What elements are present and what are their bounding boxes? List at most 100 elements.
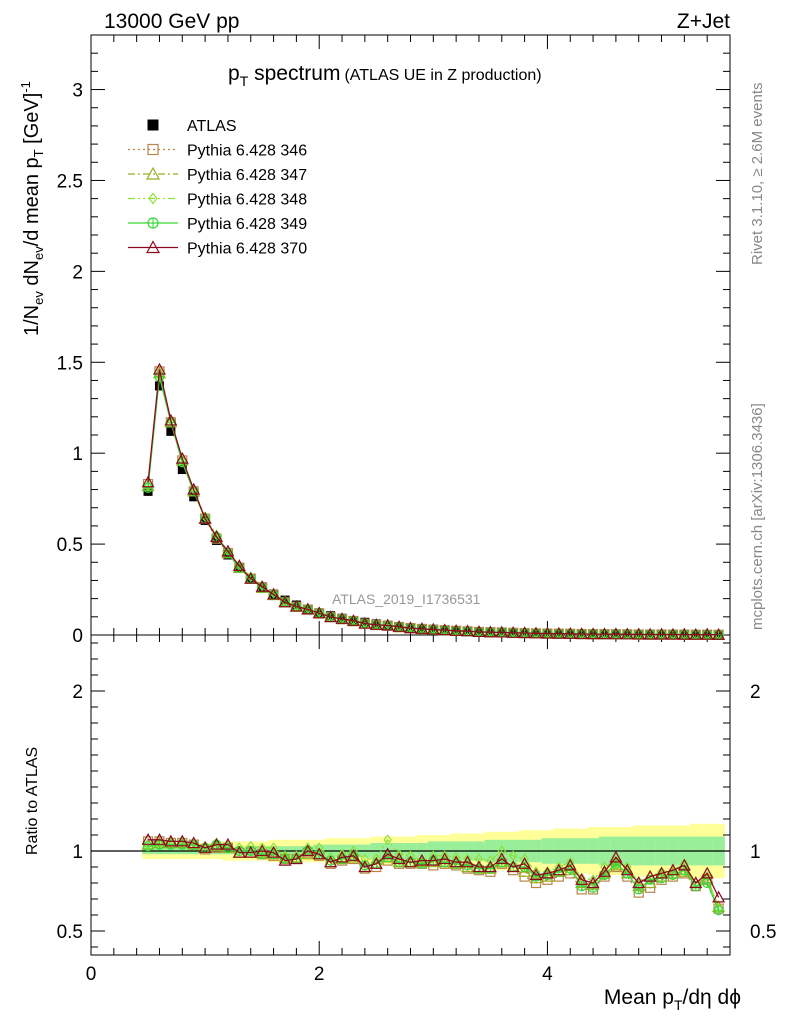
ratio-plot-series <box>141 833 726 916</box>
series-point-s370 <box>221 544 235 557</box>
main-y-axis-label: 1/Nev dNev/d mean pT [GeV]-1 <box>18 81 46 336</box>
ratio-point-s370 <box>712 890 726 903</box>
ratio-point-s370 <box>506 860 520 873</box>
ratio-point-s370 <box>689 876 703 889</box>
ratio-point-s370 <box>392 852 406 865</box>
ratio-point-s370 <box>381 847 395 860</box>
ratio-line-s370 <box>148 839 720 898</box>
legend-marker-s347 <box>145 166 161 180</box>
analysis-watermark: ATLAS_2019_I1736531 <box>332 591 481 607</box>
legend-label: Pythia 6.428 346 <box>187 143 307 160</box>
ratio-point-s370 <box>415 853 429 866</box>
legend-label: Pythia 6.428 370 <box>187 241 307 258</box>
ratio-point-s370 <box>175 834 189 847</box>
ratio-point-s370 <box>540 866 554 879</box>
plot-title-rest: spectrum <box>248 62 340 85</box>
x-axis-label: Mean pT/dη dϕ <box>604 986 741 1013</box>
ratio-point-s370 <box>563 858 577 871</box>
legend-marker-s346 <box>147 143 159 156</box>
header-left: 13000 GeV pp <box>104 10 239 33</box>
series-point-s370 <box>415 622 429 634</box>
plot-title-main: p <box>228 62 240 85</box>
main-plot-series <box>141 362 726 641</box>
main-y-tick-label: 0.5 <box>57 535 83 556</box>
x-tick-label: 4 <box>542 964 553 985</box>
series-point-s370 <box>540 626 554 639</box>
series-point-s370 <box>175 451 189 464</box>
ratio-y-tick-label-right: 1 <box>750 842 761 863</box>
ratio-point-s370 <box>210 837 224 850</box>
ratio-point-s349 <box>576 881 587 892</box>
ratio-point-s370 <box>403 855 418 868</box>
legend: ATLAS Pythia 6.428 346 Pythia 6.428 347 Pyt… <box>128 118 307 258</box>
ratio-point-s347 <box>609 858 623 871</box>
ratio-point-s370 <box>609 850 623 863</box>
series-point-s370 <box>518 626 532 639</box>
series-point-s370 <box>381 618 395 631</box>
ratio-point-s370 <box>632 876 646 889</box>
ratio-point-s370 <box>529 868 543 881</box>
x-tick-label: 2 <box>314 964 325 985</box>
ratio-point-s370 <box>461 855 475 868</box>
ratio-point-s370 <box>312 847 326 860</box>
legend-marker-s348 <box>148 192 158 205</box>
series-point-s370 <box>575 627 589 640</box>
ratio-point-s370 <box>643 869 657 882</box>
series-point-s370 <box>586 627 600 640</box>
ratio-plot-frame <box>90 634 731 956</box>
series-point-s370 <box>461 624 475 637</box>
series-point-s370 <box>438 623 452 636</box>
ratio-point-s370 <box>187 836 201 849</box>
series-point-s370 <box>529 626 543 639</box>
series-point-s370 <box>267 587 281 600</box>
series-point-s370 <box>369 618 383 630</box>
side-text-top: Rivet 3.1.10, ≥ 2.6M events <box>749 83 766 266</box>
series-point-s370 <box>563 627 577 639</box>
series-point-s370 <box>164 413 178 426</box>
ratio-y-tick-label: 1 <box>72 842 83 863</box>
series-point-s370 <box>643 627 657 640</box>
ratio-point-s370 <box>346 849 360 861</box>
ratio-point-s370 <box>278 853 292 866</box>
ratio-point-s370 <box>198 841 212 853</box>
ratio-y-tick-label-right: 0.5 <box>750 922 776 943</box>
ratio-point-s370 <box>335 850 349 863</box>
ratio-point-s370 <box>301 844 315 857</box>
ratio-point-s349 <box>142 841 154 852</box>
ratio-point-s370 <box>449 855 463 868</box>
series-point-s370 <box>620 627 634 640</box>
x-tick-label: 0 <box>86 964 97 985</box>
legend-label: Pythia 6.428 349 <box>187 216 307 233</box>
series-point-s370 <box>677 627 691 640</box>
ratio-plot-ticks: 0.5 0.5 1 1 2 2 0 2 4 <box>57 635 776 985</box>
series-point-s370 <box>609 627 623 640</box>
legend-marker-s349 <box>147 217 159 229</box>
main-y-tick-label: 2.5 <box>57 171 83 192</box>
legend-marker-s370 <box>145 240 161 254</box>
ratio-point-s370 <box>597 865 611 877</box>
ratio-point-s370 <box>655 866 669 879</box>
ratio-point-s348 <box>497 845 507 857</box>
main-y-tick-label: 2 <box>72 262 83 283</box>
ratio-y-tick-label: 2 <box>72 682 83 703</box>
ratio-point-s370 <box>289 852 303 865</box>
series-point-s370 <box>552 626 566 639</box>
series-point-s370 <box>335 612 349 624</box>
legend-marker-atlas <box>147 119 159 131</box>
series-point-s370 <box>358 616 372 629</box>
series-point-s370 <box>152 362 166 375</box>
legend-label: Pythia 6.428 347 <box>187 167 307 184</box>
ratio-point-s370 <box>369 857 383 869</box>
ratio-point-s370 <box>141 833 155 845</box>
legend-label: Pythia 6.428 348 <box>187 192 307 209</box>
series-point-s370 <box>278 595 292 608</box>
series-point-s370 <box>632 627 646 640</box>
ratio-point-s370 <box>232 845 246 858</box>
series-point-s370 <box>210 530 224 542</box>
ratio-point-s370 <box>518 857 532 869</box>
series-point-s370 <box>301 602 315 615</box>
legend-label: ATLAS <box>187 118 237 135</box>
ratio-point-s370 <box>358 860 372 873</box>
ratio-point-s370 <box>677 858 691 871</box>
